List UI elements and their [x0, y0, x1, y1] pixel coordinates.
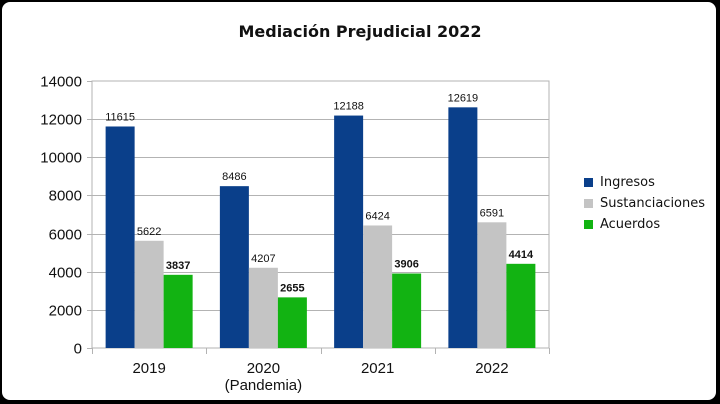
- bar-acuerdos-2021: [392, 273, 422, 348]
- legend-item-sustanciaciones: Sustanciaciones: [584, 193, 705, 214]
- legend-label-sustanciaciones: Sustanciaciones: [600, 196, 706, 211]
- y-tick-label: 0: [74, 341, 82, 358]
- bar-acuerdos-2019: [163, 274, 193, 348]
- legend-swatch-sustanciaciones: [584, 199, 593, 208]
- bar-sustanciaciones-2020: [248, 267, 278, 348]
- data-label: 8486: [222, 171, 246, 183]
- y-tick-label: 2000: [49, 303, 82, 320]
- y-tick-label: 12000: [40, 112, 82, 129]
- legend-label-acuerdos: Acuerdos: [600, 217, 661, 232]
- y-tick-label: 14000: [40, 74, 82, 91]
- data-label: 3906: [394, 259, 418, 271]
- data-label: 2655: [280, 282, 304, 294]
- legend-label-ingresos: Ingresos: [600, 175, 655, 190]
- bar-sustanciaciones-2022: [477, 222, 507, 348]
- y-tick-label: 4000: [49, 265, 82, 282]
- legend-swatch-acuerdos: [584, 220, 593, 229]
- data-label: 6591: [480, 207, 504, 219]
- legend: Ingresos Sustanciaciones Acuerdos: [584, 172, 705, 235]
- y-tick-label: 6000: [49, 227, 82, 244]
- bar-sustanciaciones-2019: [134, 240, 164, 348]
- bar-ingresos-2019: [105, 126, 135, 349]
- data-label: 12188: [333, 101, 364, 113]
- y-tick-label: 10000: [40, 150, 82, 167]
- x-tick-label: 2021: [361, 360, 394, 377]
- data-label: 6424: [365, 210, 389, 222]
- x-tick-label: 2020: [247, 360, 280, 377]
- legend-item-ingresos: Ingresos: [584, 172, 705, 193]
- bar-ingresos-2021: [334, 115, 364, 348]
- x-tick-sublabel: (Pandemia): [225, 377, 303, 394]
- y-tick-label: 8000: [49, 188, 82, 205]
- data-label: 4207: [251, 253, 275, 265]
- data-label: 11615: [105, 111, 135, 123]
- x-tick-label: 2022: [475, 360, 508, 377]
- bar-acuerdos-2022: [506, 263, 536, 348]
- x-tick-label: 2019: [132, 360, 165, 377]
- bar-acuerdos-2020: [277, 297, 307, 348]
- bar-ingresos-2020: [219, 186, 249, 348]
- bar-ingresos-2022: [448, 107, 478, 348]
- chart-title: Mediación Prejudicial 2022: [238, 22, 482, 41]
- data-label: 3837: [166, 260, 190, 272]
- legend-swatch-ingresos: [584, 178, 593, 187]
- legend-item-acuerdos: Acuerdos: [584, 214, 705, 235]
- bar-sustanciaciones-2021: [363, 225, 393, 348]
- data-label: 4414: [509, 249, 534, 261]
- data-label: 5622: [137, 226, 161, 238]
- data-label: 12619: [448, 92, 479, 104]
- plot-area: [91, 80, 550, 349]
